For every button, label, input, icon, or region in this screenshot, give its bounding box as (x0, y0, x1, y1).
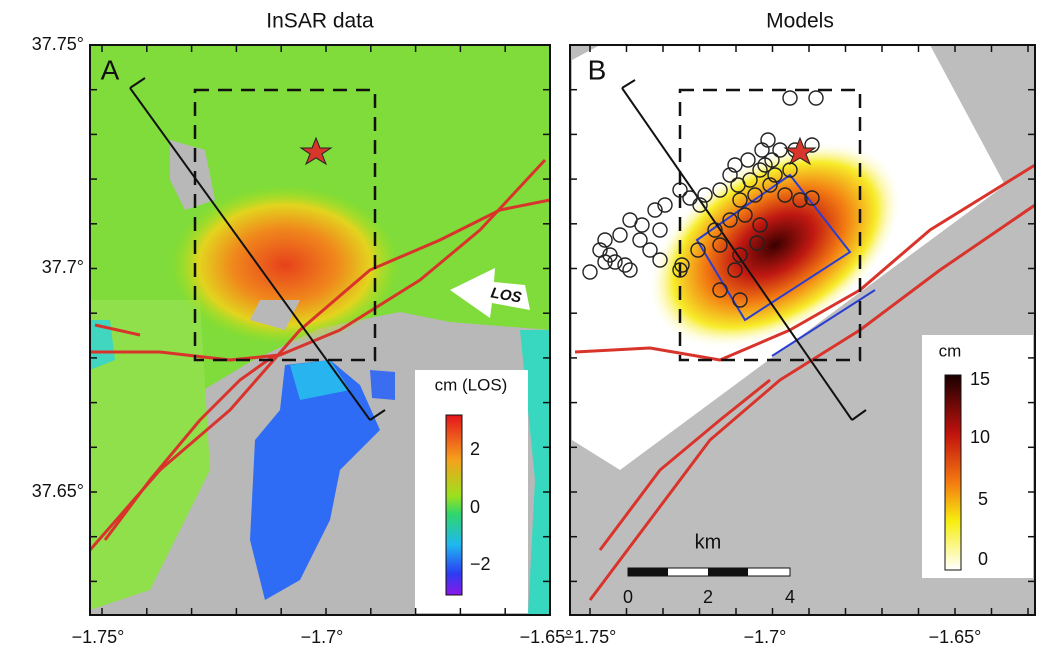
colorbar-title: cm (939, 341, 962, 360)
scale-tick: 4 (785, 587, 795, 607)
colorbar-a: cm (LOS) 2 0 −2 (415, 370, 528, 613)
colorbar-b: cm 15 10 5 0 (922, 335, 1033, 578)
panel-letter: A (101, 54, 120, 85)
panel-letter: B (588, 54, 607, 85)
y-tick-label: 37.65° (32, 481, 84, 501)
x-tick-label: −1.75° (564, 627, 617, 647)
colorbar-tick: 2 (470, 439, 480, 459)
scale-tick: 0 (623, 587, 633, 607)
x-tick-label: −1.65° (929, 627, 982, 647)
panel-title: InSAR data (266, 10, 374, 33)
scale-title: km (695, 531, 722, 553)
figure: InSAR data Models LOS A cm (LOS) 2 0 −2 … (0, 0, 1040, 656)
x-tick-label: −1.7° (301, 627, 344, 647)
colorbar-tick: 15 (970, 369, 990, 389)
colorbar-tick: 0 (470, 497, 480, 517)
colorbar-tick: 10 (970, 427, 990, 447)
colorbar-tick: −2 (470, 554, 491, 574)
y-tick-label: 37.7° (42, 257, 84, 277)
colorbar-tick: 5 (978, 489, 988, 509)
x-tick-label: −1.75° (72, 627, 125, 647)
y-tick-label: 37.75° (32, 34, 84, 54)
colorbar-tick: 0 (978, 549, 988, 569)
scale-tick: 2 (703, 587, 713, 607)
x-tick-label: −1.7° (744, 627, 787, 647)
colorbar-title: cm (LOS) (435, 375, 508, 394)
panel-title: Models (766, 10, 834, 33)
